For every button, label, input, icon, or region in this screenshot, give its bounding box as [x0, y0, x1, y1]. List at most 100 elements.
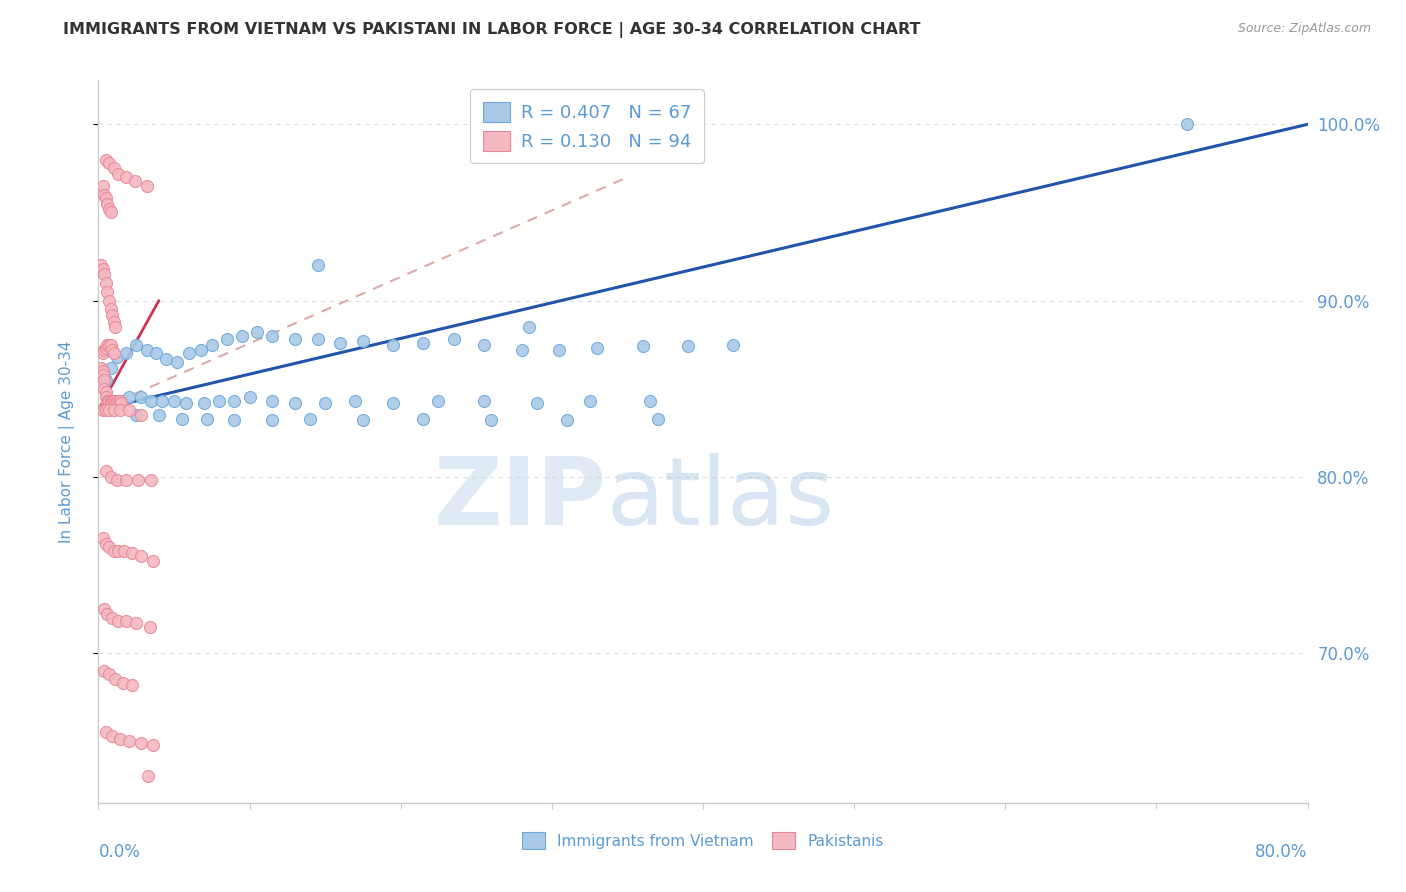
Point — [103, 161, 125, 176]
Point — [94, 465, 117, 479]
Point — [129, 549, 152, 563]
Point — [382, 337, 405, 351]
Point — [586, 341, 609, 355]
Point — [103, 394, 125, 409]
Point — [100, 394, 122, 409]
Point — [135, 343, 157, 357]
Point — [96, 285, 118, 299]
Point — [124, 174, 146, 188]
Point — [344, 394, 367, 409]
Point — [224, 413, 246, 427]
Point — [94, 402, 117, 417]
Point — [101, 611, 124, 625]
Point — [108, 402, 131, 417]
Point — [129, 736, 152, 750]
Point — [135, 179, 157, 194]
Point — [91, 402, 114, 417]
Point — [631, 339, 654, 353]
Point — [94, 391, 117, 405]
Text: 80.0%: 80.0% — [1256, 843, 1308, 861]
Point — [98, 156, 121, 170]
Point — [163, 394, 186, 409]
Text: atlas: atlas — [606, 453, 835, 545]
Point — [93, 343, 115, 357]
Point — [125, 408, 148, 422]
Point — [112, 543, 135, 558]
Point — [94, 725, 117, 739]
Point — [179, 346, 201, 360]
Point — [472, 337, 495, 351]
Point — [98, 202, 121, 216]
Point — [98, 667, 121, 681]
Point — [100, 396, 122, 410]
Point — [103, 399, 125, 413]
Point — [262, 328, 284, 343]
Point — [111, 676, 134, 690]
Point — [114, 473, 136, 487]
Point — [647, 411, 669, 425]
Point — [548, 343, 571, 357]
Point — [142, 554, 165, 568]
Point — [96, 196, 118, 211]
Point — [101, 308, 124, 322]
Point — [91, 179, 114, 194]
Text: ZIP: ZIP — [433, 453, 606, 545]
Point — [427, 394, 450, 409]
Point — [307, 332, 329, 346]
Point — [96, 607, 118, 622]
Point — [314, 396, 336, 410]
Point — [107, 396, 129, 410]
Point — [472, 394, 495, 409]
Text: 0.0%: 0.0% — [98, 843, 141, 861]
Point — [98, 337, 121, 351]
Point — [93, 382, 115, 396]
Point — [224, 394, 246, 409]
Point — [412, 411, 434, 425]
Point — [148, 408, 170, 422]
Point — [114, 615, 136, 629]
Point — [139, 619, 162, 633]
Point — [93, 664, 115, 678]
Point — [170, 411, 193, 425]
Point — [352, 334, 374, 348]
Point — [103, 315, 125, 329]
Point — [104, 396, 127, 410]
Point — [94, 537, 117, 551]
Point — [638, 394, 661, 409]
Point — [105, 394, 128, 409]
Point — [101, 396, 124, 410]
Point — [94, 153, 117, 167]
Point — [108, 394, 131, 409]
Point — [215, 332, 238, 346]
Point — [103, 543, 125, 558]
Point — [284, 332, 307, 346]
Point — [100, 205, 122, 219]
Point — [208, 394, 231, 409]
Point — [329, 335, 352, 350]
Point — [100, 470, 122, 484]
Point — [412, 335, 434, 350]
Point — [723, 337, 745, 351]
Point — [110, 396, 132, 410]
Point — [94, 373, 117, 387]
Point — [101, 394, 124, 409]
Point — [94, 276, 117, 290]
Point — [103, 402, 125, 417]
Point — [526, 396, 548, 410]
Point — [517, 320, 540, 334]
Point — [284, 396, 307, 410]
Point — [91, 261, 114, 276]
Point — [145, 346, 167, 360]
Point — [94, 385, 117, 400]
Point — [107, 615, 129, 629]
Point — [555, 413, 578, 427]
Point — [93, 267, 115, 281]
Point — [105, 473, 128, 487]
Point — [104, 320, 127, 334]
Point — [114, 346, 136, 360]
Point — [94, 191, 117, 205]
Point — [90, 360, 112, 375]
Point — [103, 394, 125, 409]
Point — [91, 368, 114, 382]
Point — [107, 543, 129, 558]
